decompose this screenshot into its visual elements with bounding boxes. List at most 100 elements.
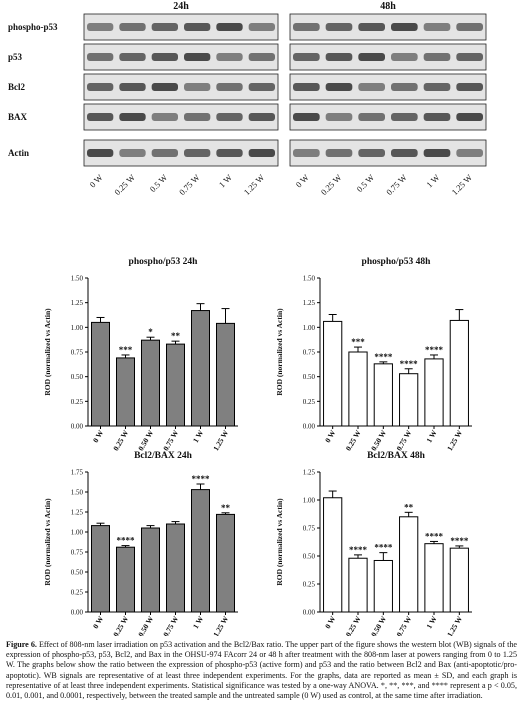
x-tick-label: 0 W [91,614,106,630]
blot-row-label: BAX [8,112,28,122]
y-tick-label: 0.75 [71,349,84,357]
error-bar [121,545,130,548]
bar [141,339,160,427]
blot-band [87,83,114,91]
x-tick-label: 1 W [424,614,439,630]
blot-band [87,113,114,121]
bar [373,559,393,613]
blot-panel [83,13,279,41]
significance-label: **** [450,536,469,546]
blot-band [391,53,418,61]
significance-label: **** [117,536,136,546]
blot-row-label: Actin [8,148,29,158]
blot-band [184,113,211,121]
blot-panel [289,139,487,167]
blot-band [216,149,243,157]
y-tick-label: 0.25 [71,398,84,406]
blot-band [184,149,211,157]
blot-band [184,23,211,31]
blot-column-header: 48h [380,1,396,12]
x-tick-label: 1.25 W [445,614,464,636]
significance-label: ** [171,331,181,341]
blot-band [293,53,320,61]
caption: Figure 6. Effect of 808-nm laser irradia… [6,640,517,701]
figure: 24h 48h phospho-p53 p53 Bcl2 BAX Actin 0 W 0.25 … [8,1,487,636]
significance-label: *** [119,345,133,355]
blot-band [358,149,385,157]
bar [191,489,210,613]
bar [399,516,419,613]
x-tick-label: 0.25 W [111,428,130,452]
x-tick-label: 0.75 W [161,614,180,636]
blot-band [184,53,211,61]
blot-band [325,23,353,31]
bar [116,546,135,613]
error-bar [171,521,180,524]
bar [348,557,368,613]
blot-lane-label: 1.25 W [242,172,267,197]
blot-band [358,23,385,31]
bar [116,357,135,427]
blot-band [119,53,146,61]
blot-column-header: 24h [173,1,189,12]
significance-label: ** [221,503,231,513]
blot-band [87,53,114,61]
blot-band [151,113,178,121]
blot-band [293,23,320,31]
x-tick-label: 1.25 W [211,428,230,452]
x-tick-label: 1 W [191,614,206,630]
blot-band [423,53,451,61]
y-tick-label: 1.00 [71,324,84,332]
bar [91,321,110,427]
significance-label: **** [400,359,419,369]
y-tick-label: 0.50 [303,373,316,381]
x-tick-label: 0.75 W [394,428,413,452]
blot-band [391,113,418,121]
y-axis-label: ROD (normalized vs Actin) [275,498,284,586]
blot-lane-label: 0.5 W [148,172,170,194]
error-bar [221,512,230,515]
error-bar [196,483,205,490]
error-bar [196,303,205,311]
error-bar [328,314,337,322]
blot-band [456,149,483,157]
blot-band [293,113,320,121]
significance-label: **** [192,474,211,484]
x-tick-label: 1.25 W [211,614,230,636]
error-bar [328,490,337,498]
y-tick-label: 1.25 [71,299,84,307]
blot-band [456,113,483,121]
y-tick-label: 0.00 [303,423,316,431]
bar [166,343,185,427]
y-tick-label: 0.25 [303,581,316,589]
error-bar [379,361,388,364]
significance-label: * [148,327,153,337]
y-tick-label: 0.00 [303,609,316,617]
blot-band [391,83,418,91]
blot-panel [289,43,487,71]
caption-label: Figure 6. [6,640,37,649]
bar [449,319,469,427]
blot-band [119,23,146,31]
blot-panel [289,73,487,101]
y-tick-label: 1.25 [303,299,316,307]
x-tick-label: 0.75 W [161,428,180,452]
caption-text: Effect of 808-nm laser irradiation on p5… [6,640,517,701]
blot-band [325,83,353,91]
bar [323,320,343,427]
blot-band [423,23,451,31]
significance-label: **** [425,531,444,541]
y-tick-label: 0.25 [71,589,84,597]
chart-title: Bcl2/BAX 48h [367,451,426,461]
blot-band [119,149,146,157]
blot-lane-label: 1 W [217,172,234,189]
blot-band [184,83,211,91]
blot-band [325,113,353,121]
y-tick-label: 0.75 [71,549,84,557]
bar [191,310,210,427]
blot-band [87,149,114,157]
x-tick-label: 1 W [191,428,206,444]
y-tick-label: 0.00 [71,609,84,617]
blot-band [456,23,483,31]
blot-band [119,83,146,91]
